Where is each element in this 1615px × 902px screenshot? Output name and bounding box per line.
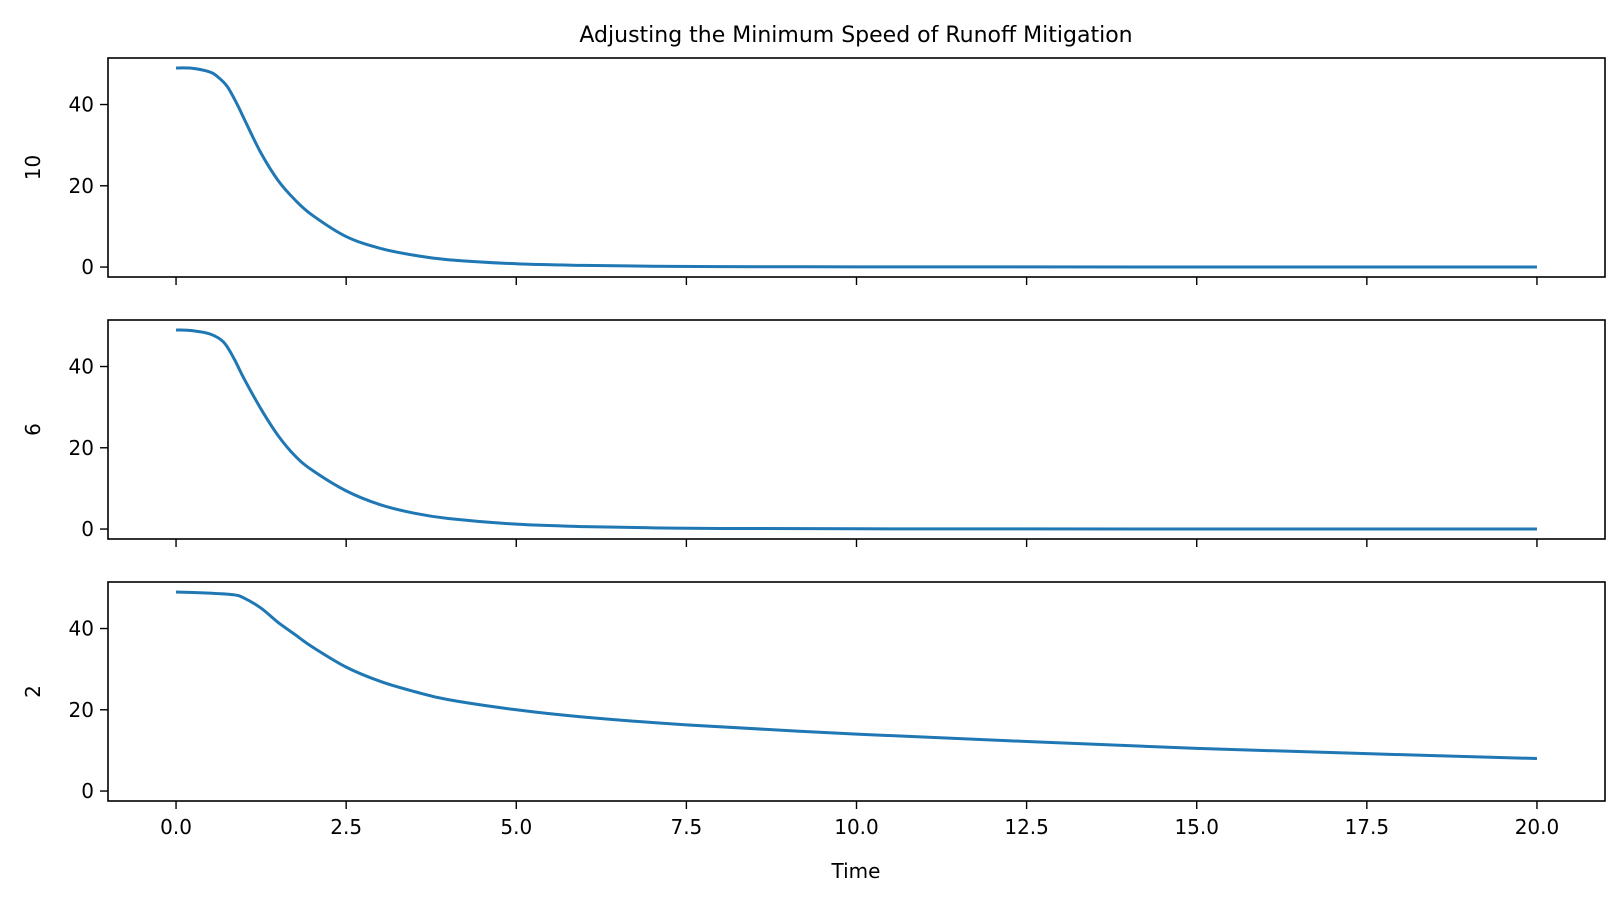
y-axis-label-2: 6 <box>21 423 45 436</box>
x-tick-label-3: 7.5 <box>670 815 702 839</box>
y-axis-label-3: 2 <box>21 685 45 698</box>
y-axis-label-1: 10 <box>21 155 45 180</box>
x-axis-label: Time <box>831 859 881 883</box>
x-tick-label-1: 2.5 <box>330 815 362 839</box>
y-tick-label-3-1: 20 <box>69 698 94 722</box>
y-tick-label-1-0: 0 <box>81 255 94 279</box>
x-tick-label-0: 0.0 <box>160 815 192 839</box>
y-tick-label-3-2: 40 <box>69 617 94 641</box>
y-tick-label-1-1: 20 <box>69 174 94 198</box>
x-tick-label-7: 17.5 <box>1345 815 1390 839</box>
axes-frame-1 <box>107 57 1606 278</box>
axes-frame-3 <box>107 581 1606 802</box>
series-line-1 <box>176 66 1537 269</box>
x-tick-label-6: 15.0 <box>1174 815 1219 839</box>
x-tick-label-4: 10.0 <box>834 815 879 839</box>
y-tick-label-2-1: 20 <box>69 436 94 460</box>
series-line-3 <box>175 590 1537 761</box>
axes-frame-2 <box>107 319 1606 540</box>
x-tick-label-5: 12.5 <box>1004 815 1049 839</box>
x-tick-label-2: 5.0 <box>500 815 532 839</box>
chart-title: Adjusting the Minimum Speed of Runoff Mi… <box>579 23 1132 48</box>
series-line-2 <box>175 328 1537 531</box>
y-tick-label-2-2: 40 <box>69 355 94 379</box>
y-tick-label-3-0: 0 <box>81 779 94 803</box>
x-tick-label-8: 20.0 <box>1515 815 1560 839</box>
y-tick-label-1-2: 40 <box>69 93 94 117</box>
y-tick-label-2-0: 0 <box>81 517 94 541</box>
